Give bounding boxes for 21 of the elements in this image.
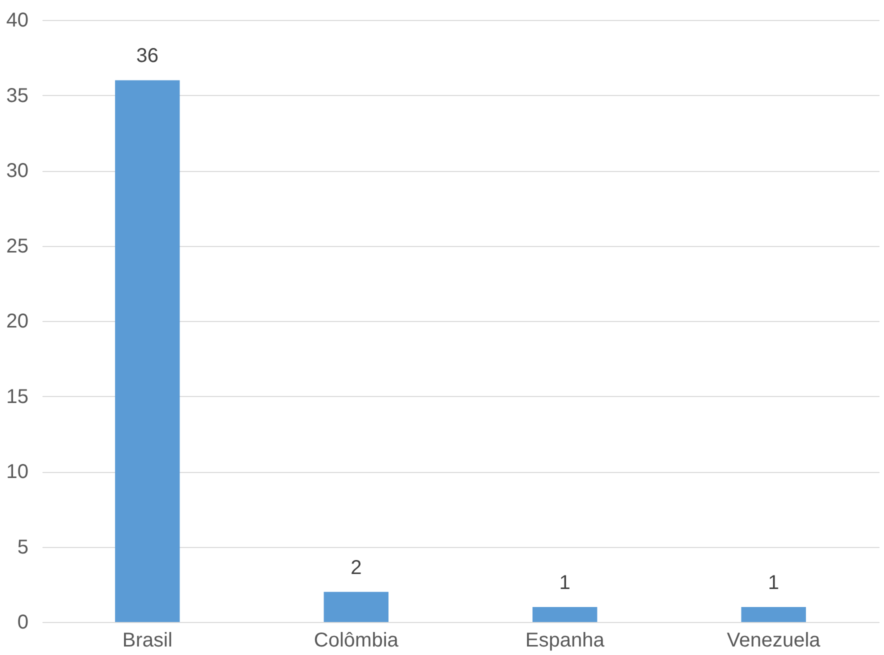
y-tick-label: 30 (6, 160, 28, 182)
y-tick-label: 25 (6, 235, 28, 258)
bar (115, 80, 180, 622)
data-label: 1 (559, 572, 570, 594)
x-tick-label: Colômbia (314, 630, 400, 652)
y-tick-label: 15 (6, 386, 28, 408)
x-tick-label: Espanha (525, 630, 606, 652)
y-tick-label: 5 (17, 536, 28, 558)
bar (741, 606, 806, 622)
data-label: 2 (350, 556, 362, 579)
bar (532, 606, 598, 622)
data-label: 36 (136, 45, 159, 68)
x-tick-label: Brasil (122, 630, 172, 652)
x-tick-label: Venezuela (726, 630, 822, 652)
y-tick-label: 40 (6, 10, 28, 32)
data-label: 1 (768, 572, 780, 594)
bar (324, 592, 388, 622)
y-tick-label: 35 (6, 84, 28, 107)
y-tick-label: 0 (17, 612, 28, 634)
y-tick-label: 20 (6, 310, 28, 332)
y-tick-label: 10 (6, 461, 28, 483)
